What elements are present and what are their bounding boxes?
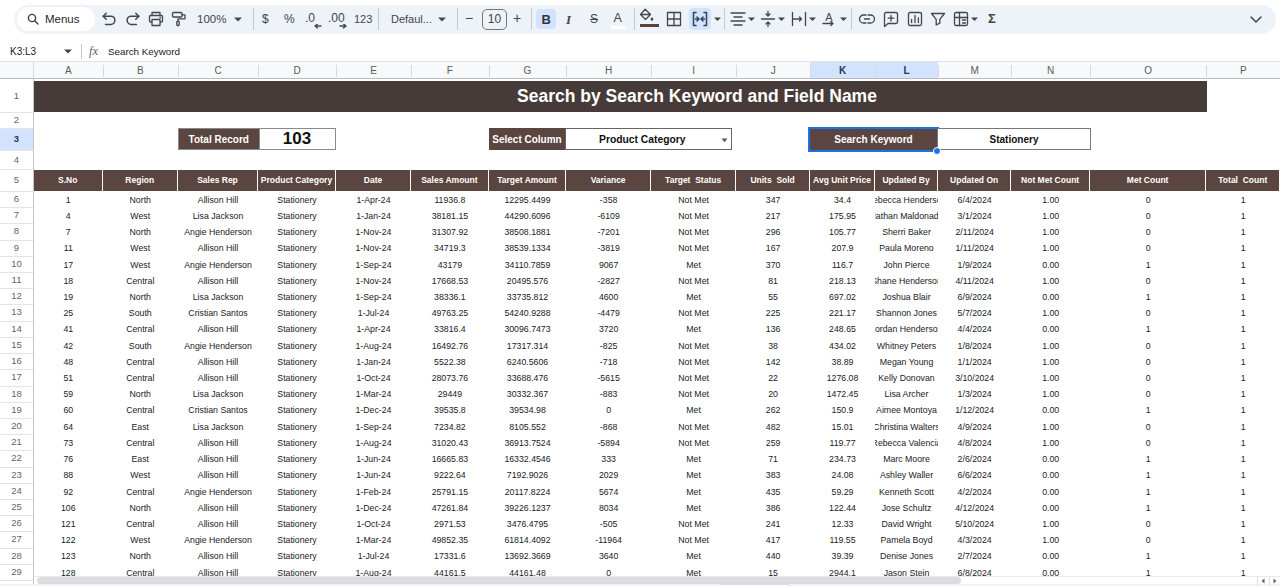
svg-text:A: A bbox=[825, 11, 833, 23]
